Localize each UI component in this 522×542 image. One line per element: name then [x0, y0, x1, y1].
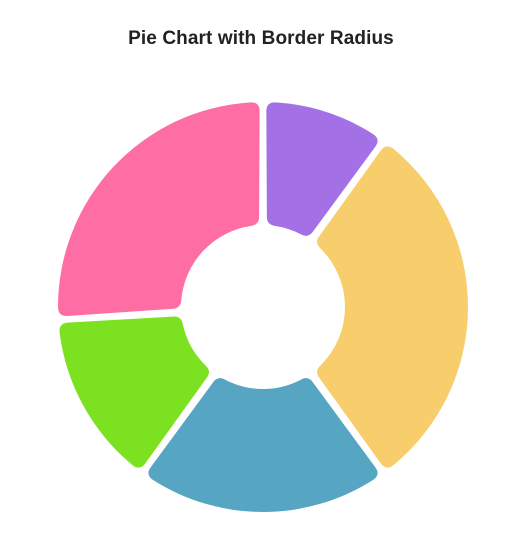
pie-slice-4[interactable]: [59, 316, 209, 468]
pie-slice-1[interactable]: [266, 102, 378, 236]
chart-title: Pie Chart with Border Radius: [128, 28, 394, 49]
pie-slice-5[interactable]: [57, 102, 260, 316]
pie-slices: [57, 102, 469, 512]
pie-slice-2[interactable]: [317, 146, 469, 468]
pie-slice-3[interactable]: [148, 378, 378, 512]
